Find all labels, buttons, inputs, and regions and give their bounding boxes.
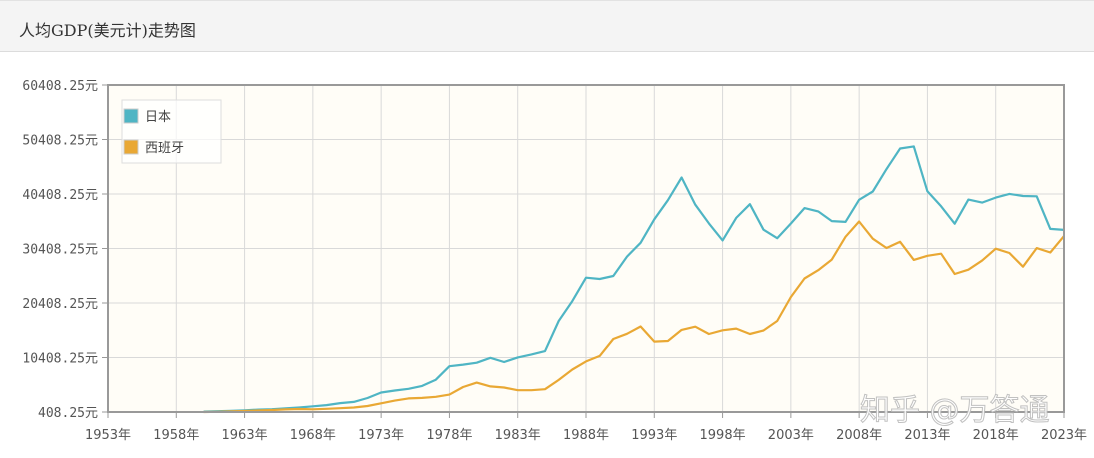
- legend: 日本 西班牙: [121, 99, 222, 164]
- x-tick-label: 1963年: [222, 428, 268, 443]
- chart-title: 人均GDP(美元计)走势图: [19, 21, 196, 40]
- chart-header: 人均GDP(美元计)走势图: [0, 0, 1094, 52]
- y-tick-label: 10408.25元: [22, 352, 98, 367]
- x-tick-label: 1998年: [700, 428, 746, 443]
- y-tick-label: 20408.25元: [22, 297, 98, 312]
- plot-border: [107, 84, 1065, 413]
- y-tick-label: 40408.25元: [22, 188, 98, 203]
- x-tick-label: 2018年: [973, 428, 1019, 443]
- legend-label-japan: 日本: [145, 110, 171, 125]
- x-tick-label: 1993年: [631, 428, 677, 443]
- x-tick-label: 2013年: [904, 428, 950, 443]
- x-tick-label: 1953年: [85, 428, 131, 443]
- legend-swatch-japan: [123, 108, 139, 124]
- watermark: 知乎 @万答通: [860, 393, 1050, 428]
- y-tick-label: 60408.25元: [22, 79, 98, 94]
- x-tick-label: 2023年: [1041, 428, 1087, 443]
- y-tick-label: 50408.25元: [22, 134, 98, 149]
- legend-label-spain: 西班牙: [145, 141, 184, 156]
- x-tick-label: 1983年: [495, 428, 541, 443]
- series-line-japan: [203, 145, 1065, 413]
- x-tick-label: 1978年: [426, 428, 472, 443]
- y-tick-label: 30408.25元: [22, 243, 98, 258]
- x-tick-label: 2008年: [836, 428, 882, 443]
- x-tick-label: 1968年: [290, 428, 336, 443]
- legend-swatch-spain: [123, 139, 139, 155]
- series-line-spain: [203, 220, 1065, 414]
- x-axis-ticks: 1953年 1958年 1963年 1968年 1973年 1978年 1983年 1988年…: [85, 412, 1087, 443]
- x-tick-label: 1973年: [358, 428, 404, 443]
- x-tick-label: 1958年: [153, 428, 199, 443]
- x-tick-label: 2003年: [768, 428, 814, 443]
- y-axis-ticks: 408.25元 10408.25元 20408.25元 30408.25元 40408.…: [22, 79, 108, 421]
- x-tick-label: 1988年: [563, 428, 609, 443]
- y-tick-label: 408.25元: [38, 406, 98, 421]
- grid: [107, 84, 1065, 413]
- series-lines: [203, 145, 1065, 414]
